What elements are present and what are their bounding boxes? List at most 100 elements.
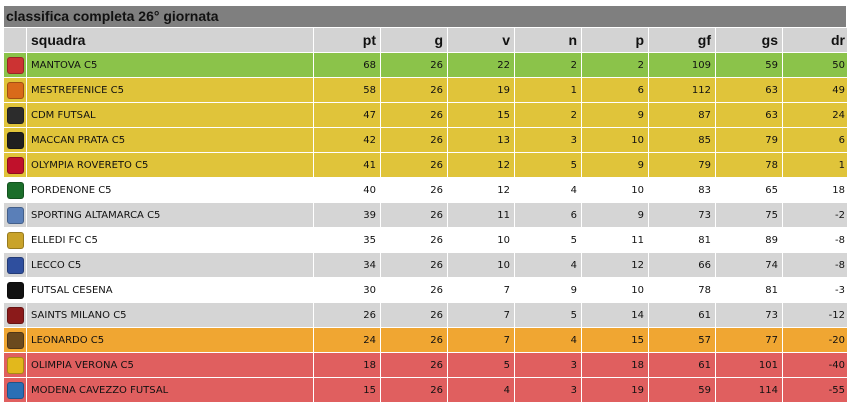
table-row: PORDENONE C5 40 26 12 4 10 83 65 18 [4,178,847,202]
cell-gf: 66 [649,253,715,277]
table-row: SAINTS MILANO C5 26 26 7 5 14 61 73 -12 [4,303,847,327]
table-row: MESTREFENICE C5 58 26 19 1 6 112 63 49 [4,78,847,102]
cell-gs: 74 [716,253,782,277]
cell-n: 5 [515,303,581,327]
cell-pt: 42 [314,128,380,152]
cell-g: 26 [381,328,447,352]
table-row: MODENA CAVEZZO FUTSAL 15 26 4 3 19 59 114 -55 [4,378,847,402]
header-n: n [515,28,581,52]
cell-pt: 41 [314,153,380,177]
cell-g: 26 [381,253,447,277]
cell-p: 9 [582,103,648,127]
team-name: OLYMPIA ROVERETO C5 [27,153,313,177]
cell-v: 10 [448,253,514,277]
team-logo-cell [4,78,26,102]
cell-g: 26 [381,203,447,227]
cell-gs: 101 [716,353,782,377]
cell-v: 11 [448,203,514,227]
cell-gf: 81 [649,228,715,252]
cell-gs: 89 [716,228,782,252]
cell-gs: 114 [716,378,782,402]
cell-dr: -3 [783,278,847,302]
header-gs: gs [716,28,782,52]
cell-n: 3 [515,353,581,377]
cell-gs: 63 [716,78,782,102]
cell-gf: 73 [649,203,715,227]
table-row: MACCAN PRATA C5 42 26 13 3 10 85 79 6 [4,128,847,152]
table-row: ELLEDI FC C5 35 26 10 5 11 81 89 -8 [4,228,847,252]
table-row: LECCO C5 34 26 10 4 12 66 74 -8 [4,253,847,277]
cell-p: 10 [582,178,648,202]
header-gf: gf [649,28,715,52]
cell-p: 9 [582,153,648,177]
cell-pt: 40 [314,178,380,202]
header-v: v [448,28,514,52]
team-logo-cell [4,353,26,377]
cell-g: 26 [381,178,447,202]
header-row: squadra pt g v n p gf gs dr [4,28,847,52]
cell-p: 6 [582,78,648,102]
team-logo-cell [4,253,26,277]
cell-gf: 78 [649,278,715,302]
team-name: CDM FUTSAL [27,103,313,127]
team-logo-cell [4,128,26,152]
team-name: FUTSAL CESENA [27,278,313,302]
lecco-crest-icon [6,256,24,274]
table-title: classifica completa 26° giornata [4,6,846,27]
cell-gf: 79 [649,153,715,177]
cell-gf: 109 [649,53,715,77]
elledi-crest-icon [6,231,24,249]
header-pt: pt [314,28,380,52]
cell-p: 14 [582,303,648,327]
team-name: ELLEDI FC C5 [27,228,313,252]
cell-g: 26 [381,103,447,127]
cell-dr: 50 [783,53,847,77]
team-name: SAINTS MILANO C5 [27,303,313,327]
cell-g: 26 [381,53,447,77]
olimpia-verona-crest-icon [6,356,24,374]
cell-v: 10 [448,228,514,252]
cell-pt: 24 [314,328,380,352]
cell-gs: 81 [716,278,782,302]
cell-gf: 112 [649,78,715,102]
cell-gs: 77 [716,328,782,352]
cell-pt: 68 [314,53,380,77]
team-logo-cell [4,178,26,202]
cell-p: 10 [582,278,648,302]
team-logo-cell [4,378,26,402]
cell-pt: 35 [314,228,380,252]
cell-n: 1 [515,78,581,102]
cell-pt: 58 [314,78,380,102]
header-g: g [381,28,447,52]
cell-p: 15 [582,328,648,352]
cell-p: 2 [582,53,648,77]
cell-dr: 6 [783,128,847,152]
mestrefenice-crest-icon [6,81,24,99]
cell-p: 10 [582,128,648,152]
cell-v: 7 [448,303,514,327]
cell-n: 3 [515,128,581,152]
cesena-crest-icon [6,281,24,299]
cell-n: 2 [515,53,581,77]
cdm-crest-icon [6,106,24,124]
cell-n: 9 [515,278,581,302]
cell-dr: -12 [783,303,847,327]
altamarca-crest-icon [6,206,24,224]
cell-n: 6 [515,203,581,227]
team-name: MODENA CAVEZZO FUTSAL [27,378,313,402]
modena-cavezzo-crest-icon [6,381,24,399]
table-row: LEONARDO C5 24 26 7 4 15 57 77 -20 [4,328,847,352]
cell-g: 26 [381,378,447,402]
cell-g: 26 [381,353,447,377]
cell-gs: 73 [716,303,782,327]
cell-gs: 63 [716,103,782,127]
cell-dr: -8 [783,253,847,277]
cell-n: 3 [515,378,581,402]
cell-n: 4 [515,178,581,202]
cell-g: 26 [381,153,447,177]
saints-crest-icon [6,306,24,324]
cell-n: 4 [515,328,581,352]
team-logo-cell [4,103,26,127]
team-name: PORDENONE C5 [27,178,313,202]
cell-v: 7 [448,278,514,302]
